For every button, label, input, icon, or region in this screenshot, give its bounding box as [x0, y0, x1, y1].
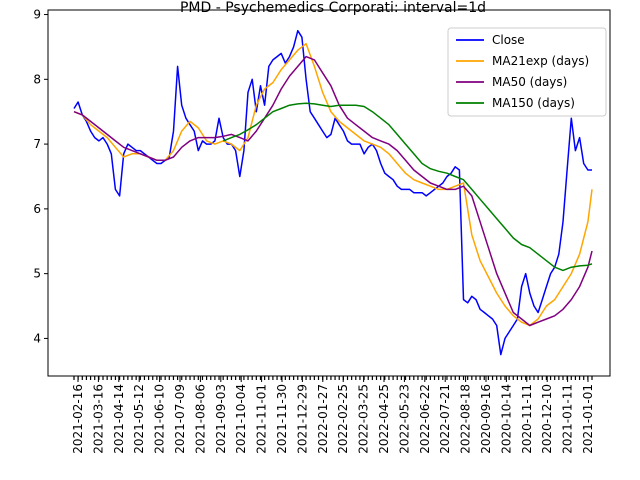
series-line-3 — [222, 102, 593, 272]
legend-box — [447, 27, 607, 117]
legend-label-1: MA21exp (days) — [492, 54, 589, 68]
x-tick-label-16: 2022-05-23 — [397, 384, 411, 454]
y-tick-label-2: 6 — [33, 202, 41, 216]
x-tick-label-14: 2022-03-25 — [357, 384, 371, 454]
x-tick-label-5: 2021-07-09 — [173, 384, 187, 454]
x-tick-label-1: 2021-03-16 — [91, 384, 105, 454]
series-line-0 — [73, 29, 592, 356]
x-tick-label-11: 2021-12-29 — [295, 384, 309, 454]
x-tick-label-20: 2020-09-16 — [479, 384, 493, 454]
x-tick-label-10: 2021-11-30 — [275, 384, 289, 454]
y-tick-label-5: 9 — [33, 8, 41, 22]
x-tick-label-6: 2021-08-06 — [193, 384, 207, 454]
y-tick-label-0: 4 — [33, 331, 41, 345]
plot-area — [47, 9, 611, 377]
x-tick-label-8: 2021-10-04 — [234, 384, 248, 454]
x-tick-label-12: 2022-01-27 — [316, 384, 330, 454]
x-tick-label-7: 2021-09-03 — [214, 384, 228, 454]
x-tick-label-25: 2021-01-01 — [581, 384, 595, 454]
x-tick-label-3: 2021-05-12 — [132, 384, 146, 454]
x-tick-label-13: 2022-02-25 — [336, 384, 350, 454]
y-tick-label-3: 7 — [33, 137, 41, 151]
legend-label-0: Close — [492, 33, 525, 47]
x-tick-label-22: 2020-11-11 — [520, 384, 534, 454]
x-axis: 2021-02-16 2021-03-16 2021-04-14 2021-05-12… — [71, 376, 595, 454]
x-tick-label-23: 2020-12-10 — [540, 384, 554, 454]
legend-label-3: MA150 (days) — [492, 96, 575, 110]
legend-label-2: MA50 (days) — [492, 75, 567, 89]
series-layer — [73, 29, 593, 356]
series-line-2 — [73, 55, 593, 327]
x-tick-label-18: 2022-07-21 — [438, 384, 452, 454]
x-tick-label-24: 2021-01-11 — [561, 384, 575, 454]
chart-title: PMD - Psychemedics Corporati: interval=1… — [180, 0, 486, 16]
x-tick-label-2: 2021-04-14 — [112, 384, 126, 454]
x-tick-label-4: 2021-06-10 — [153, 384, 167, 454]
y-axis: 4 5 6 7 8 9 — [33, 8, 48, 345]
legend: Close MA21exp (days) MA50 (days) MA150 (day… — [447, 27, 607, 117]
x-tick-label-17: 2022-06-22 — [418, 384, 432, 454]
x-tick-label-19: 2022-08-18 — [459, 384, 473, 454]
y-tick-label-1: 5 — [33, 267, 41, 281]
x-tick-label-0: 2021-02-16 — [71, 384, 85, 454]
x-tick-label-9: 2021-11-01 — [255, 384, 269, 454]
x-tick-label-15: 2022-04-25 — [377, 384, 391, 454]
x-tick-label-21: 2020-10-14 — [499, 384, 513, 454]
y-tick-label-4: 8 — [33, 72, 41, 86]
